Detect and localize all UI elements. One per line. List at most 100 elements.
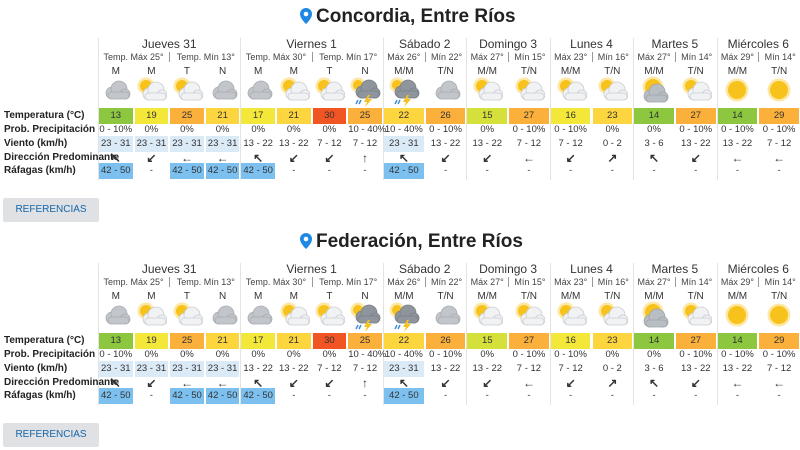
wind-cell: 7 - 12 [317, 363, 342, 374]
day-min: Temp. Mín 17° [311, 52, 384, 62]
day-min: Mín 15° [508, 52, 551, 62]
wind-direction: ↗ [607, 151, 618, 165]
wind-cell: 23 - 31 [99, 136, 133, 152]
gust-cell: - [485, 390, 489, 401]
wind-direction: ↙ [288, 376, 299, 390]
gust-cell: - [149, 165, 153, 176]
day-separator [633, 38, 635, 180]
references-button[interactable]: REFERENCIAS [3, 423, 99, 447]
weather-icon [173, 77, 203, 101]
period-label: T/N [437, 291, 454, 302]
weather-icon [280, 302, 310, 326]
wind-direction: ↖ [398, 151, 409, 165]
day-max: Temp. Máx 25° [103, 52, 164, 62]
period-label: M/M [477, 66, 497, 77]
day-name: Martes 5 [651, 262, 699, 276]
weather-icon [137, 77, 168, 101]
period-label: T [183, 66, 191, 77]
period-label: N [218, 291, 227, 302]
day-separator [98, 263, 99, 405]
day-min: Temp. Mín 17° [311, 277, 384, 287]
day-min: Mín 16° [591, 277, 635, 287]
wind-direction: ↖ [110, 151, 121, 165]
day-name: Viernes 1 [286, 262, 337, 276]
day-separator [716, 38, 718, 180]
weather-icon [767, 303, 791, 327]
precipitation-cell: 0% [215, 124, 230, 135]
precipitation-cell: 0% [251, 349, 266, 360]
wind-cell: 13 - 22 [243, 363, 273, 374]
precipitation-cell: 10 - 40% [384, 349, 423, 360]
period-label: M [111, 291, 120, 302]
temperature-cell: 27 [509, 333, 549, 349]
day-name: Domingo 3 [479, 37, 538, 51]
temperature-cell: 22 [384, 108, 424, 124]
temperature-cell: 16 [550, 108, 591, 124]
day-separator [549, 263, 551, 405]
precipitation-cell: 0% [215, 349, 230, 360]
temperature-cell: 25 [348, 333, 382, 349]
temperature-cell: 27 [509, 108, 549, 124]
wind-cell: 7 - 12 [558, 363, 583, 374]
wind-cell: 3 - 6 [644, 138, 664, 149]
day-min: Mín 22° [424, 52, 468, 62]
wind-cell: 7 - 12 [352, 363, 378, 374]
temperature-cell: 25 [170, 108, 204, 124]
weather-icon [473, 77, 504, 101]
wind-cell: 13 - 22 [279, 363, 309, 374]
precipitation-cell: 0% [286, 124, 301, 135]
wind-direction: ↙ [482, 376, 493, 390]
precipitation-cell: 10 - 40% [348, 124, 387, 135]
row-label: Dirección Predominante [4, 377, 120, 388]
day-max: Máx 23° [554, 277, 588, 287]
wind-cell: 13 - 22 [430, 138, 461, 149]
wind-direction: ↙ [324, 151, 335, 165]
day-max: Temp. Máx 30° [245, 277, 307, 287]
gust-cell: - [735, 390, 740, 401]
location-pin [300, 8, 312, 24]
wind-cell: 13 - 22 [722, 138, 753, 149]
weather-icon [315, 77, 346, 101]
precipitation-cell: 0 - 10% [99, 124, 133, 135]
period-label: T/N [520, 291, 537, 302]
day-separator [466, 38, 468, 180]
temperature-cell: 14 [717, 333, 758, 349]
row-label: Temperatura (°C) [4, 335, 85, 346]
day-max: Máx 29° [720, 52, 754, 62]
wind-direction: ← [731, 151, 744, 165]
wind-cell: 23 - 31 [170, 361, 204, 377]
wind-cell: 7 - 12 [766, 138, 792, 149]
precipitation-cell: 0% [180, 349, 194, 360]
weather-icon [642, 301, 669, 328]
gust-cell: - [652, 165, 656, 176]
row-label: Ráfagas (km/h) [4, 390, 76, 401]
wind-direction: ← [216, 151, 229, 165]
weather-icon [435, 80, 460, 100]
weather-icon [642, 76, 669, 103]
period-label: M/M [644, 66, 664, 77]
wind-cell: 23 - 31 [134, 136, 169, 152]
temperature-cell: 25 [348, 108, 382, 124]
precipitation-cell: 0 - 10% [762, 124, 796, 135]
weather-icon [598, 77, 629, 101]
period-label: T/N [604, 66, 621, 77]
temperature-cell: 19 [134, 333, 169, 349]
temperature-cell: 21 [277, 333, 311, 349]
references-button[interactable]: REFERENCIAS [3, 198, 99, 222]
wind-direction: ↙ [146, 376, 157, 390]
day-max: Temp. Máx 30° [245, 52, 307, 62]
wind-direction: ↙ [146, 151, 157, 165]
weather-icon [389, 302, 420, 332]
gust-cell: - [777, 390, 781, 401]
precipitation-cell: 0% [605, 124, 620, 135]
wind-cell: 23 - 31 [205, 361, 240, 377]
gust-cell: 42 - 50 [170, 388, 204, 404]
gust-cell: - [527, 390, 531, 401]
precipitation-cell: 0% [480, 349, 495, 360]
period-label: N [218, 66, 227, 77]
precipitation-cell: 0 - 10% [554, 349, 588, 360]
temperature-cell: 27 [675, 333, 716, 349]
day-min: Mín 16° [591, 52, 635, 62]
row-label: Prob. Precipitación [4, 124, 96, 135]
